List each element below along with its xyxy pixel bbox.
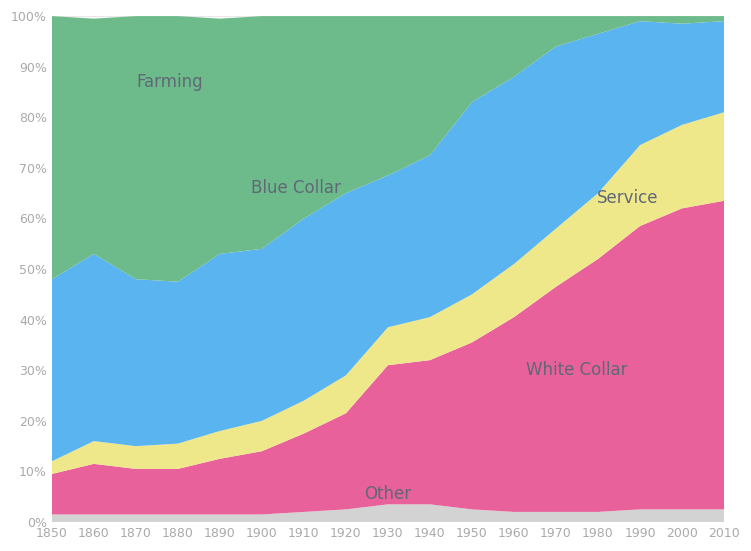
Text: Blue Collar: Blue Collar (251, 179, 340, 197)
Text: Service: Service (596, 189, 658, 207)
Text: Farming: Farming (136, 73, 203, 91)
Text: White Collar: White Collar (526, 361, 628, 379)
Text: Other: Other (364, 485, 412, 503)
